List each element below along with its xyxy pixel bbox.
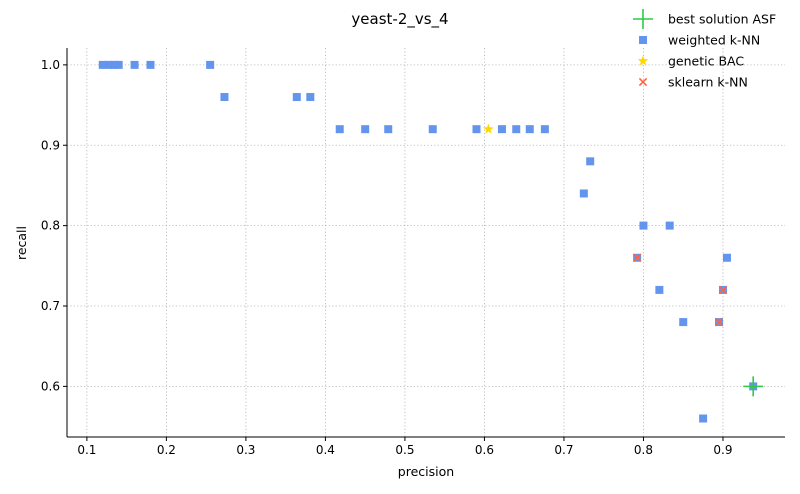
data-points — [98, 60, 764, 423]
data-point — [525, 125, 534, 134]
legend-entry: best solution ASF — [633, 9, 776, 29]
y-axis-ticks: 0.6 0.7 0.8 0.9 1.0 — [41, 58, 67, 393]
data-point — [428, 125, 437, 134]
x-axis-ticks: 0.1 0.2 0.3 0.4 0.5 0.6 0.7 0.8 0.9 — [77, 437, 733, 457]
data-point — [579, 189, 588, 198]
data-point — [639, 221, 648, 230]
y-tick-label: 0.7 — [41, 299, 60, 313]
data-point — [472, 125, 481, 134]
y-tick-label: 0.6 — [41, 379, 60, 393]
data-point — [130, 60, 139, 69]
legend-marker — [638, 77, 648, 87]
legend-label: best solution ASF — [668, 12, 776, 27]
x-tick-label: 0.9 — [713, 443, 732, 457]
data-point — [361, 125, 370, 134]
data-point — [335, 125, 344, 134]
chart-title: yeast-2_vs_4 — [351, 10, 448, 29]
data-point — [655, 285, 664, 294]
series-genetic-bac — [483, 123, 494, 134]
legend-entry: sklearn k-NN — [638, 75, 748, 90]
legend-entry: weighted k-NN — [639, 33, 760, 48]
data-point — [679, 318, 688, 327]
y-tick-label: 0.8 — [41, 219, 60, 233]
data-point — [220, 93, 229, 102]
x-tick-label: 0.8 — [634, 443, 653, 457]
legend-label: weighted k-NN — [668, 33, 760, 48]
data-point — [105, 60, 114, 69]
y-tick-label: 1.0 — [41, 58, 60, 72]
data-point — [292, 93, 301, 102]
data-point — [714, 317, 724, 327]
data-point — [146, 60, 155, 69]
legend-marker — [639, 36, 647, 44]
x-tick-label: 0.4 — [316, 443, 335, 457]
data-point — [540, 125, 549, 134]
legend-marker — [633, 9, 653, 29]
data-point — [722, 253, 731, 262]
legend-marker — [637, 55, 649, 66]
data-point — [109, 60, 118, 69]
data-point — [384, 125, 393, 134]
x-tick-label: 0.1 — [77, 443, 96, 457]
data-point — [743, 376, 764, 397]
data-point — [665, 221, 674, 230]
y-axis-label: recall — [14, 226, 29, 260]
data-point — [483, 123, 494, 134]
data-point — [98, 60, 107, 69]
x-axis-label: precision — [398, 464, 454, 479]
axes — [66, 48, 785, 438]
data-point — [114, 60, 123, 69]
y-tick-label: 0.9 — [41, 138, 60, 152]
x-tick-label: 0.3 — [236, 443, 255, 457]
x-tick-label: 0.7 — [554, 443, 573, 457]
legend-label: genetic BAC — [668, 54, 744, 69]
data-point — [497, 125, 506, 134]
data-point — [586, 157, 595, 166]
grid-lines — [67, 48, 785, 437]
x-tick-label: 0.2 — [157, 443, 176, 457]
x-tick-label: 0.5 — [395, 443, 414, 457]
legend-entry: genetic BAC — [637, 54, 744, 69]
data-point — [718, 285, 728, 295]
data-point — [206, 60, 215, 69]
data-point — [512, 125, 521, 134]
data-point — [699, 414, 708, 423]
series-weighted-k-nn — [98, 60, 758, 423]
series-best-solution-asf — [743, 376, 764, 397]
x-tick-label: 0.6 — [475, 443, 494, 457]
data-point — [306, 93, 315, 102]
legend: best solution ASF weighted k-NN genetic BA… — [633, 9, 776, 90]
data-point — [632, 253, 642, 262]
series-sklearn-k-nn — [632, 253, 728, 327]
legend-label: sklearn k-NN — [668, 75, 748, 90]
